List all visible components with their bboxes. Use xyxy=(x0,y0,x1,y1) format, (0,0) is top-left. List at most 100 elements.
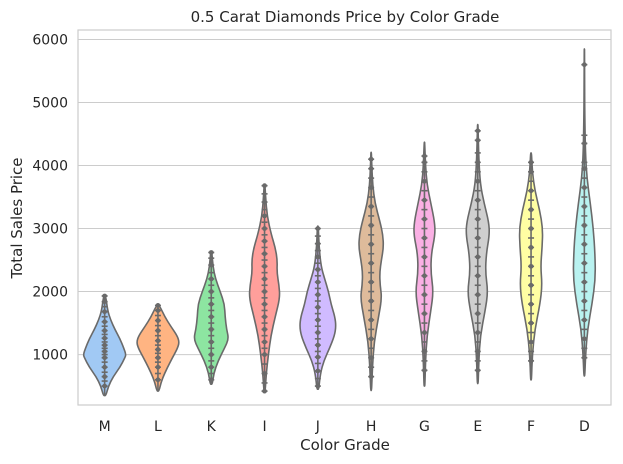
observation-point xyxy=(262,352,267,357)
observation-point xyxy=(208,377,214,383)
observation-point xyxy=(475,330,481,335)
observation-point xyxy=(262,213,267,219)
observation-point xyxy=(422,311,427,317)
observation-point xyxy=(102,293,108,299)
observation-point xyxy=(315,267,321,272)
observation-point xyxy=(528,245,534,250)
observation-point xyxy=(475,349,481,354)
observation-point xyxy=(581,241,587,247)
observation-point xyxy=(422,235,427,241)
x-tick-label-K: K xyxy=(207,419,217,435)
observation-point xyxy=(422,197,427,203)
observation-point xyxy=(581,317,587,323)
observation-point xyxy=(475,273,481,279)
x-axis-label: Color Grade xyxy=(300,436,390,454)
observation-point xyxy=(368,336,374,342)
observation-point xyxy=(581,279,587,285)
observation-point xyxy=(155,308,161,313)
observation-point xyxy=(262,326,267,332)
observation-point xyxy=(315,226,321,231)
violin-H xyxy=(358,151,385,392)
observation-point xyxy=(422,330,427,335)
violin-E xyxy=(465,123,491,385)
observation-point xyxy=(475,216,481,222)
observation-point xyxy=(581,166,587,172)
observation-point xyxy=(528,169,534,175)
x-tick-label-H: H xyxy=(366,419,377,435)
x-tick-label-F: F xyxy=(527,419,535,435)
observation-point xyxy=(155,338,161,344)
observation-point xyxy=(208,262,214,268)
observation-point xyxy=(262,199,267,205)
violin-G xyxy=(413,141,436,387)
observation-point xyxy=(315,383,321,389)
y-tick-labels: 1000 2000 3000 4000 5000 6000 xyxy=(32,32,68,363)
observation-point xyxy=(262,183,267,189)
observation-point xyxy=(368,185,374,190)
observation-point xyxy=(262,301,267,307)
observation-point xyxy=(422,254,427,260)
observation-point xyxy=(262,314,267,320)
observation-point xyxy=(315,354,321,360)
y-tick-label: 2000 xyxy=(32,285,68,301)
y-tick-label: 6000 xyxy=(32,32,68,48)
observation-point xyxy=(208,364,214,370)
observation-point xyxy=(528,282,534,288)
observation-point xyxy=(475,254,481,260)
x-tick-label-M: M xyxy=(99,419,111,435)
observation-point xyxy=(422,159,427,165)
observation-point xyxy=(208,301,214,307)
chart-title: 0.5 Carat Diamonds Price by Color Grade xyxy=(191,8,500,26)
observation-point xyxy=(528,263,534,269)
observation-point xyxy=(528,188,534,194)
observation-point xyxy=(475,367,481,373)
observation-point xyxy=(581,185,587,190)
observation-point xyxy=(368,260,374,266)
observation-point xyxy=(315,330,321,335)
observation-point xyxy=(102,328,108,334)
x-tick-label-D: D xyxy=(579,419,590,435)
observation-point xyxy=(422,292,427,298)
observation-point xyxy=(581,298,587,304)
violin-D xyxy=(572,48,597,377)
observation-point xyxy=(475,128,481,134)
observation-point xyxy=(208,250,214,255)
observation-point xyxy=(475,235,481,241)
violin-I xyxy=(248,183,281,394)
observation-point xyxy=(155,303,161,308)
observation-point xyxy=(528,320,534,326)
observation-point xyxy=(368,222,374,228)
observation-point xyxy=(581,260,587,266)
observation-point xyxy=(475,311,481,317)
plot-frame xyxy=(77,29,612,406)
observation-point xyxy=(102,342,108,348)
observation-point xyxy=(528,226,534,231)
observation-point xyxy=(581,141,587,146)
observation-point xyxy=(368,241,374,247)
observation-point xyxy=(581,355,587,361)
observation-point xyxy=(102,364,108,370)
violin-L xyxy=(136,303,180,392)
x-tick-label-E: E xyxy=(473,419,482,435)
observation-point xyxy=(528,358,534,364)
observation-point xyxy=(262,263,267,269)
observation-point xyxy=(155,328,161,334)
observation-point xyxy=(581,204,587,209)
observation-point xyxy=(528,159,534,165)
observation-point xyxy=(422,216,427,222)
observation-point xyxy=(422,273,427,279)
observation-point xyxy=(368,166,374,172)
observation-point xyxy=(368,355,374,361)
observation-point xyxy=(368,156,374,162)
observation-point xyxy=(155,355,161,361)
observation-point xyxy=(208,326,214,332)
observation-point xyxy=(208,352,214,357)
observation-point xyxy=(102,355,108,361)
observation-point xyxy=(208,289,214,294)
observation-point xyxy=(155,347,161,352)
y-tick-label: 3000 xyxy=(32,222,68,238)
violin-M xyxy=(82,293,127,397)
observation-point xyxy=(475,178,481,184)
y-axis-label: Total Sales Price xyxy=(8,157,26,279)
